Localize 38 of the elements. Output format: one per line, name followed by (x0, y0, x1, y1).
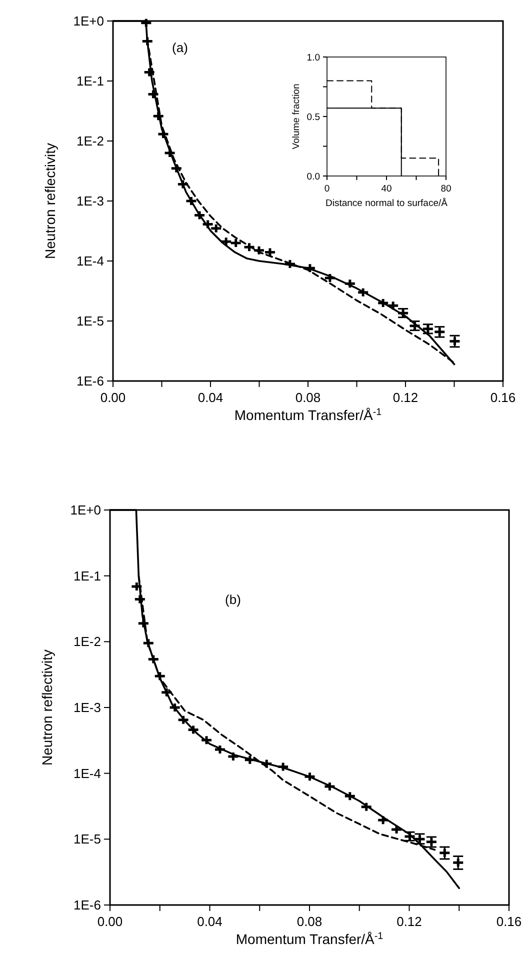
x-tick-label: 0.04 (197, 914, 222, 929)
x-tick-label: 0.00 (100, 390, 126, 405)
x-tick-label: 0.16 (496, 914, 522, 929)
y-tick-label: 1E-1 (76, 74, 104, 89)
y-tick-label: 1E-2 (76, 134, 104, 149)
y-tick-label: 1E+0 (70, 502, 101, 518)
y-tick-label: 0.0 (306, 171, 320, 182)
y-tick-label: 1E-6 (74, 898, 101, 913)
y-tick-label: 1E-5 (74, 832, 101, 847)
x-axis-title: Momentum Transfer/Å$^{-1}$ (234, 406, 382, 423)
x-tick-label: 0.12 (392, 390, 418, 405)
x-axis-title: Distance normal to surface/Å (326, 197, 448, 209)
y-tick-label: 1E+0 (73, 14, 104, 29)
y-tick-label: 1.0 (306, 52, 320, 64)
y-tick-label: 1E-2 (74, 634, 101, 650)
x-tick-label: 40 (381, 184, 392, 194)
x-tick-label: 0.00 (97, 914, 123, 929)
y-tick-label: 1E-3 (76, 194, 104, 209)
x-axis-title: Momentum Transfer/Å$^{-1}$ (236, 930, 384, 947)
y-axis-title: Neutron reflectivity (39, 650, 55, 766)
y-axis-title: Neutron reflectivity (42, 143, 58, 259)
y-tick-label: 1E-5 (76, 314, 104, 329)
y-axis-title: Volume fraction (291, 84, 302, 150)
x-tick-label: 0.08 (296, 914, 322, 929)
y-tick-label: 0.5 (306, 112, 320, 123)
x-tick-label: 0.16 (490, 390, 516, 405)
y-tick-label: 1E-4 (76, 254, 104, 269)
y-tick-label: 1E-4 (74, 766, 101, 781)
x-tick-label: 0.12 (396, 914, 422, 929)
annotation: (a) (172, 40, 188, 55)
x-tick-label: 0.04 (198, 390, 224, 405)
y-tick-label: 1E-3 (74, 700, 101, 716)
y-tick-label: 1E-1 (74, 568, 101, 584)
x-tick-label: 80 (440, 184, 452, 194)
x-tick-label: 0 (324, 184, 330, 194)
y-tick-label: 1E-6 (76, 374, 104, 389)
annotation: (b) (225, 592, 241, 607)
x-tick-label: 0.08 (295, 390, 321, 405)
